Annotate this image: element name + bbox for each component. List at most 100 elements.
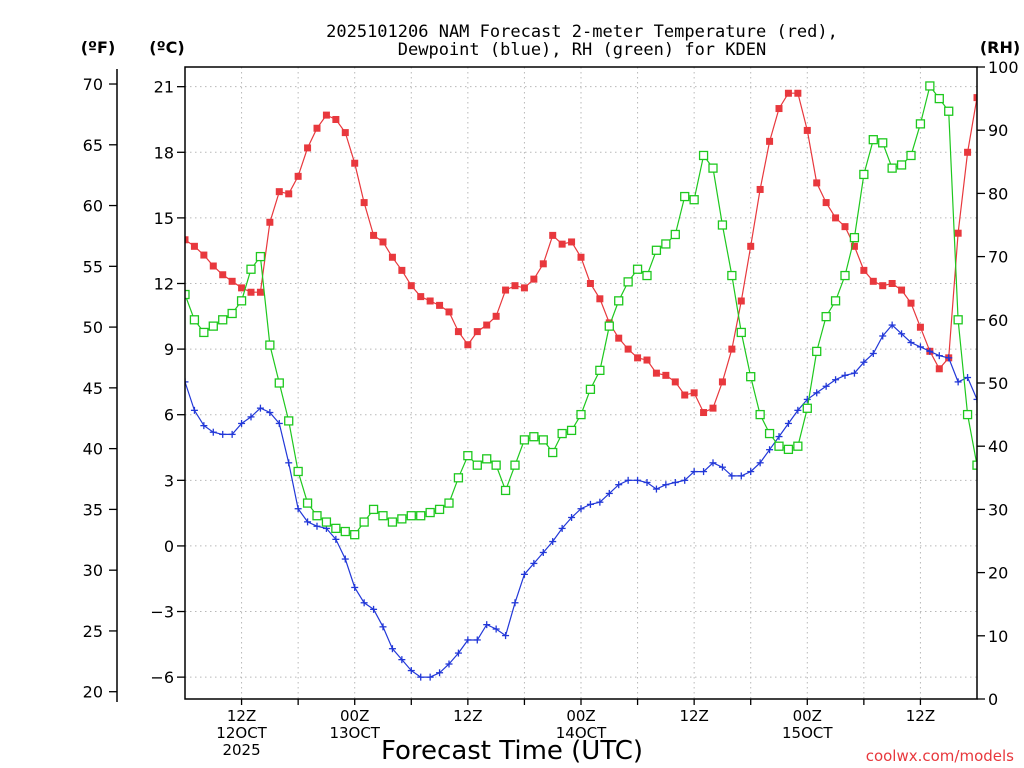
temperature-point — [379, 238, 387, 246]
rh-point — [944, 106, 954, 116]
temperature-point — [747, 242, 755, 250]
dewpoint-point — [907, 339, 915, 347]
rh-point — [189, 315, 200, 325]
dewpoint-point — [643, 479, 651, 487]
dewpoint-point — [520, 570, 528, 578]
temperature-point — [445, 308, 453, 316]
celsius-tick-label: 3 — [164, 471, 174, 490]
rh-point — [925, 81, 935, 91]
temperature-point — [219, 271, 227, 279]
celsius-tick-label: 21 — [154, 78, 174, 97]
rh-point — [321, 517, 332, 527]
temperature-point — [822, 199, 830, 207]
rh-tick-label: 80 — [988, 184, 1008, 203]
rh-point — [962, 409, 973, 420]
temperature-point — [388, 253, 396, 261]
rh-tick-label: 20 — [988, 564, 1008, 583]
temperature-point — [841, 223, 849, 231]
dewpoint-point — [954, 378, 962, 386]
dewpoint-point — [266, 409, 274, 417]
rh-point — [331, 523, 341, 534]
fahrenheit-tick-label: 25 — [83, 622, 103, 641]
rh-point — [208, 321, 218, 331]
rh-point — [859, 169, 869, 180]
rh-point — [774, 441, 784, 451]
rh-point — [972, 460, 977, 470]
x-tick-label: 00Z — [340, 707, 369, 725]
dewpoint-point — [492, 625, 500, 633]
rh-tick-label: 30 — [988, 500, 1008, 519]
rh-point — [302, 498, 313, 508]
x-tick-label: 12Z — [679, 707, 708, 725]
temperature-point — [549, 231, 557, 239]
dewpoint-point — [841, 371, 849, 379]
rh-point — [538, 435, 548, 445]
dewpoint-point — [964, 374, 972, 382]
dewpoint-point — [539, 548, 547, 556]
dewpoint-point — [530, 559, 538, 567]
rh-point — [821, 311, 831, 322]
rh-point — [255, 251, 266, 262]
temperature-point — [766, 137, 774, 145]
rh-point — [651, 245, 662, 255]
dewpoint-point — [700, 468, 708, 476]
temperature-point — [756, 185, 764, 193]
temperature-point — [832, 214, 840, 222]
rh-point — [566, 425, 577, 436]
temperature-point — [228, 277, 236, 285]
temperature-point — [407, 282, 415, 290]
dewpoint-point — [945, 354, 953, 362]
rh-point — [849, 232, 860, 243]
dewpoint-point — [671, 479, 679, 487]
temperature-point — [652, 369, 660, 377]
x-tick-label: 2025 — [222, 741, 260, 759]
dewpoint-point — [209, 428, 217, 436]
rh-point — [746, 372, 756, 382]
rh-point — [227, 308, 237, 319]
celsius-tick-label: 0 — [164, 537, 174, 556]
dewpoint-point — [916, 343, 924, 351]
rh-point — [698, 150, 709, 161]
rh-point — [246, 264, 256, 274]
temperature-point — [681, 391, 689, 399]
rh-point — [482, 454, 492, 464]
rh-point — [802, 403, 812, 413]
rh-point — [595, 365, 605, 376]
temperature-point — [898, 286, 906, 294]
fahrenheit-tick-label: 40 — [83, 440, 103, 459]
rh-point — [434, 504, 445, 515]
rh-point — [708, 163, 718, 173]
rh-tick-label: 0 — [988, 690, 998, 709]
rh-point — [416, 511, 426, 521]
temperature-point — [351, 159, 359, 167]
temperature-point — [850, 242, 858, 250]
temperature-point — [436, 301, 444, 309]
temperature-point — [200, 251, 208, 259]
dewpoint-point — [596, 498, 604, 506]
rh-point — [463, 451, 473, 461]
dewpoint-point — [652, 485, 660, 493]
rh-point — [548, 447, 558, 458]
dewpoint-point — [690, 468, 698, 476]
temperature-point — [539, 260, 547, 268]
rh-point — [491, 460, 501, 470]
rh-point — [406, 511, 416, 521]
x-tick-label: 15OCT — [782, 724, 833, 742]
rh-point — [185, 289, 190, 300]
rh-point — [585, 384, 596, 394]
fahrenheit-tick-label: 20 — [83, 683, 103, 702]
fahrenheit-axis-label: (ºF) — [81, 38, 116, 57]
fahrenheit-tick-label: 60 — [83, 197, 103, 216]
fahrenheit-tick-label: 55 — [83, 257, 103, 276]
temperature-point — [266, 218, 274, 226]
temperature-point — [643, 356, 651, 364]
rh-point — [359, 517, 369, 527]
rh-point — [689, 195, 699, 205]
series-layer — [185, 81, 977, 681]
rh-tick-label: 90 — [988, 121, 1008, 140]
rh-tick-label: 100 — [988, 58, 1019, 77]
x-tick-label: 12Z — [227, 707, 256, 725]
temperature-point — [483, 321, 491, 329]
dewpoint-point — [426, 673, 434, 681]
